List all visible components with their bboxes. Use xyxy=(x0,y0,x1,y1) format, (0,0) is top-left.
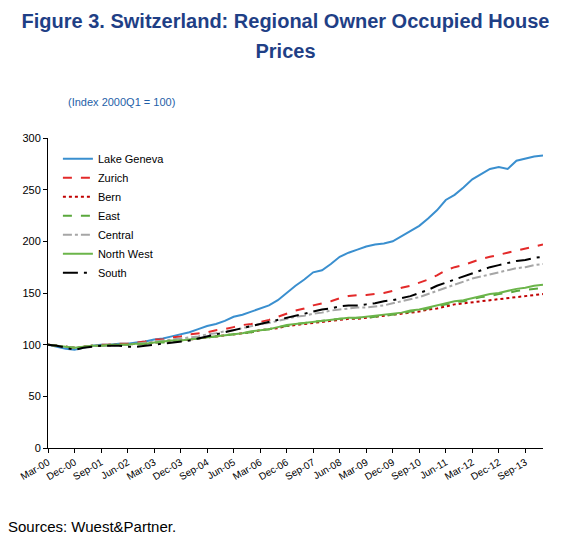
svg-text:Dec-09: Dec-09 xyxy=(363,456,397,482)
svg-text:Sep-04: Sep-04 xyxy=(177,456,211,482)
svg-text:Sep-10: Sep-10 xyxy=(389,456,423,482)
svg-text:Sep-07: Sep-07 xyxy=(283,456,317,482)
svg-text:Dec-00: Dec-00 xyxy=(45,456,79,482)
svg-text:Mar-06: Mar-06 xyxy=(231,456,264,482)
svg-text:Lake Geneva: Lake Geneva xyxy=(98,153,164,165)
svg-text:0: 0 xyxy=(35,442,41,454)
svg-text:Jun-11: Jun-11 xyxy=(418,456,450,481)
svg-text:300: 300 xyxy=(22,132,40,144)
svg-text:Mar-09: Mar-09 xyxy=(337,456,370,482)
svg-text:50: 50 xyxy=(29,390,41,402)
svg-text:Mar-03: Mar-03 xyxy=(125,456,158,482)
svg-text:250: 250 xyxy=(22,184,40,196)
svg-text:Jun-08: Jun-08 xyxy=(311,456,343,481)
svg-text:South: South xyxy=(98,267,127,279)
svg-text:Jun-05: Jun-05 xyxy=(205,456,237,481)
svg-text:Bern: Bern xyxy=(98,191,121,203)
svg-text:Mar-12: Mar-12 xyxy=(443,456,476,482)
svg-text:Mar-00: Mar-00 xyxy=(19,456,52,482)
svg-text:Jun-02: Jun-02 xyxy=(99,456,131,481)
svg-text:Sep-13: Sep-13 xyxy=(495,456,529,482)
svg-text:200: 200 xyxy=(22,235,40,247)
svg-text:150: 150 xyxy=(22,287,40,299)
svg-text:Dec-06: Dec-06 xyxy=(257,456,291,482)
html-text:(Index 2000Q1 = 100): (Index 2000Q1 = 100) xyxy=(68,96,176,108)
svg-text:East: East xyxy=(98,210,120,222)
svg-text:North West: North West xyxy=(98,248,153,260)
svg-text:Dec-03: Dec-03 xyxy=(151,456,185,482)
svg-text:Central: Central xyxy=(98,229,133,241)
svg-text:Sep-01: Sep-01 xyxy=(71,456,105,482)
html-text:Sources: Wuest&Partner.: Sources: Wuest&Partner. xyxy=(8,518,177,535)
svg-text:Zurich: Zurich xyxy=(98,172,129,184)
html-text:Figure 3. Switzerland: Regiona: Figure 3. Switzerland: Regional Owner Oc… xyxy=(21,10,550,62)
svg-text:100: 100 xyxy=(22,339,40,351)
svg-text:Dec-12: Dec-12 xyxy=(469,456,503,482)
